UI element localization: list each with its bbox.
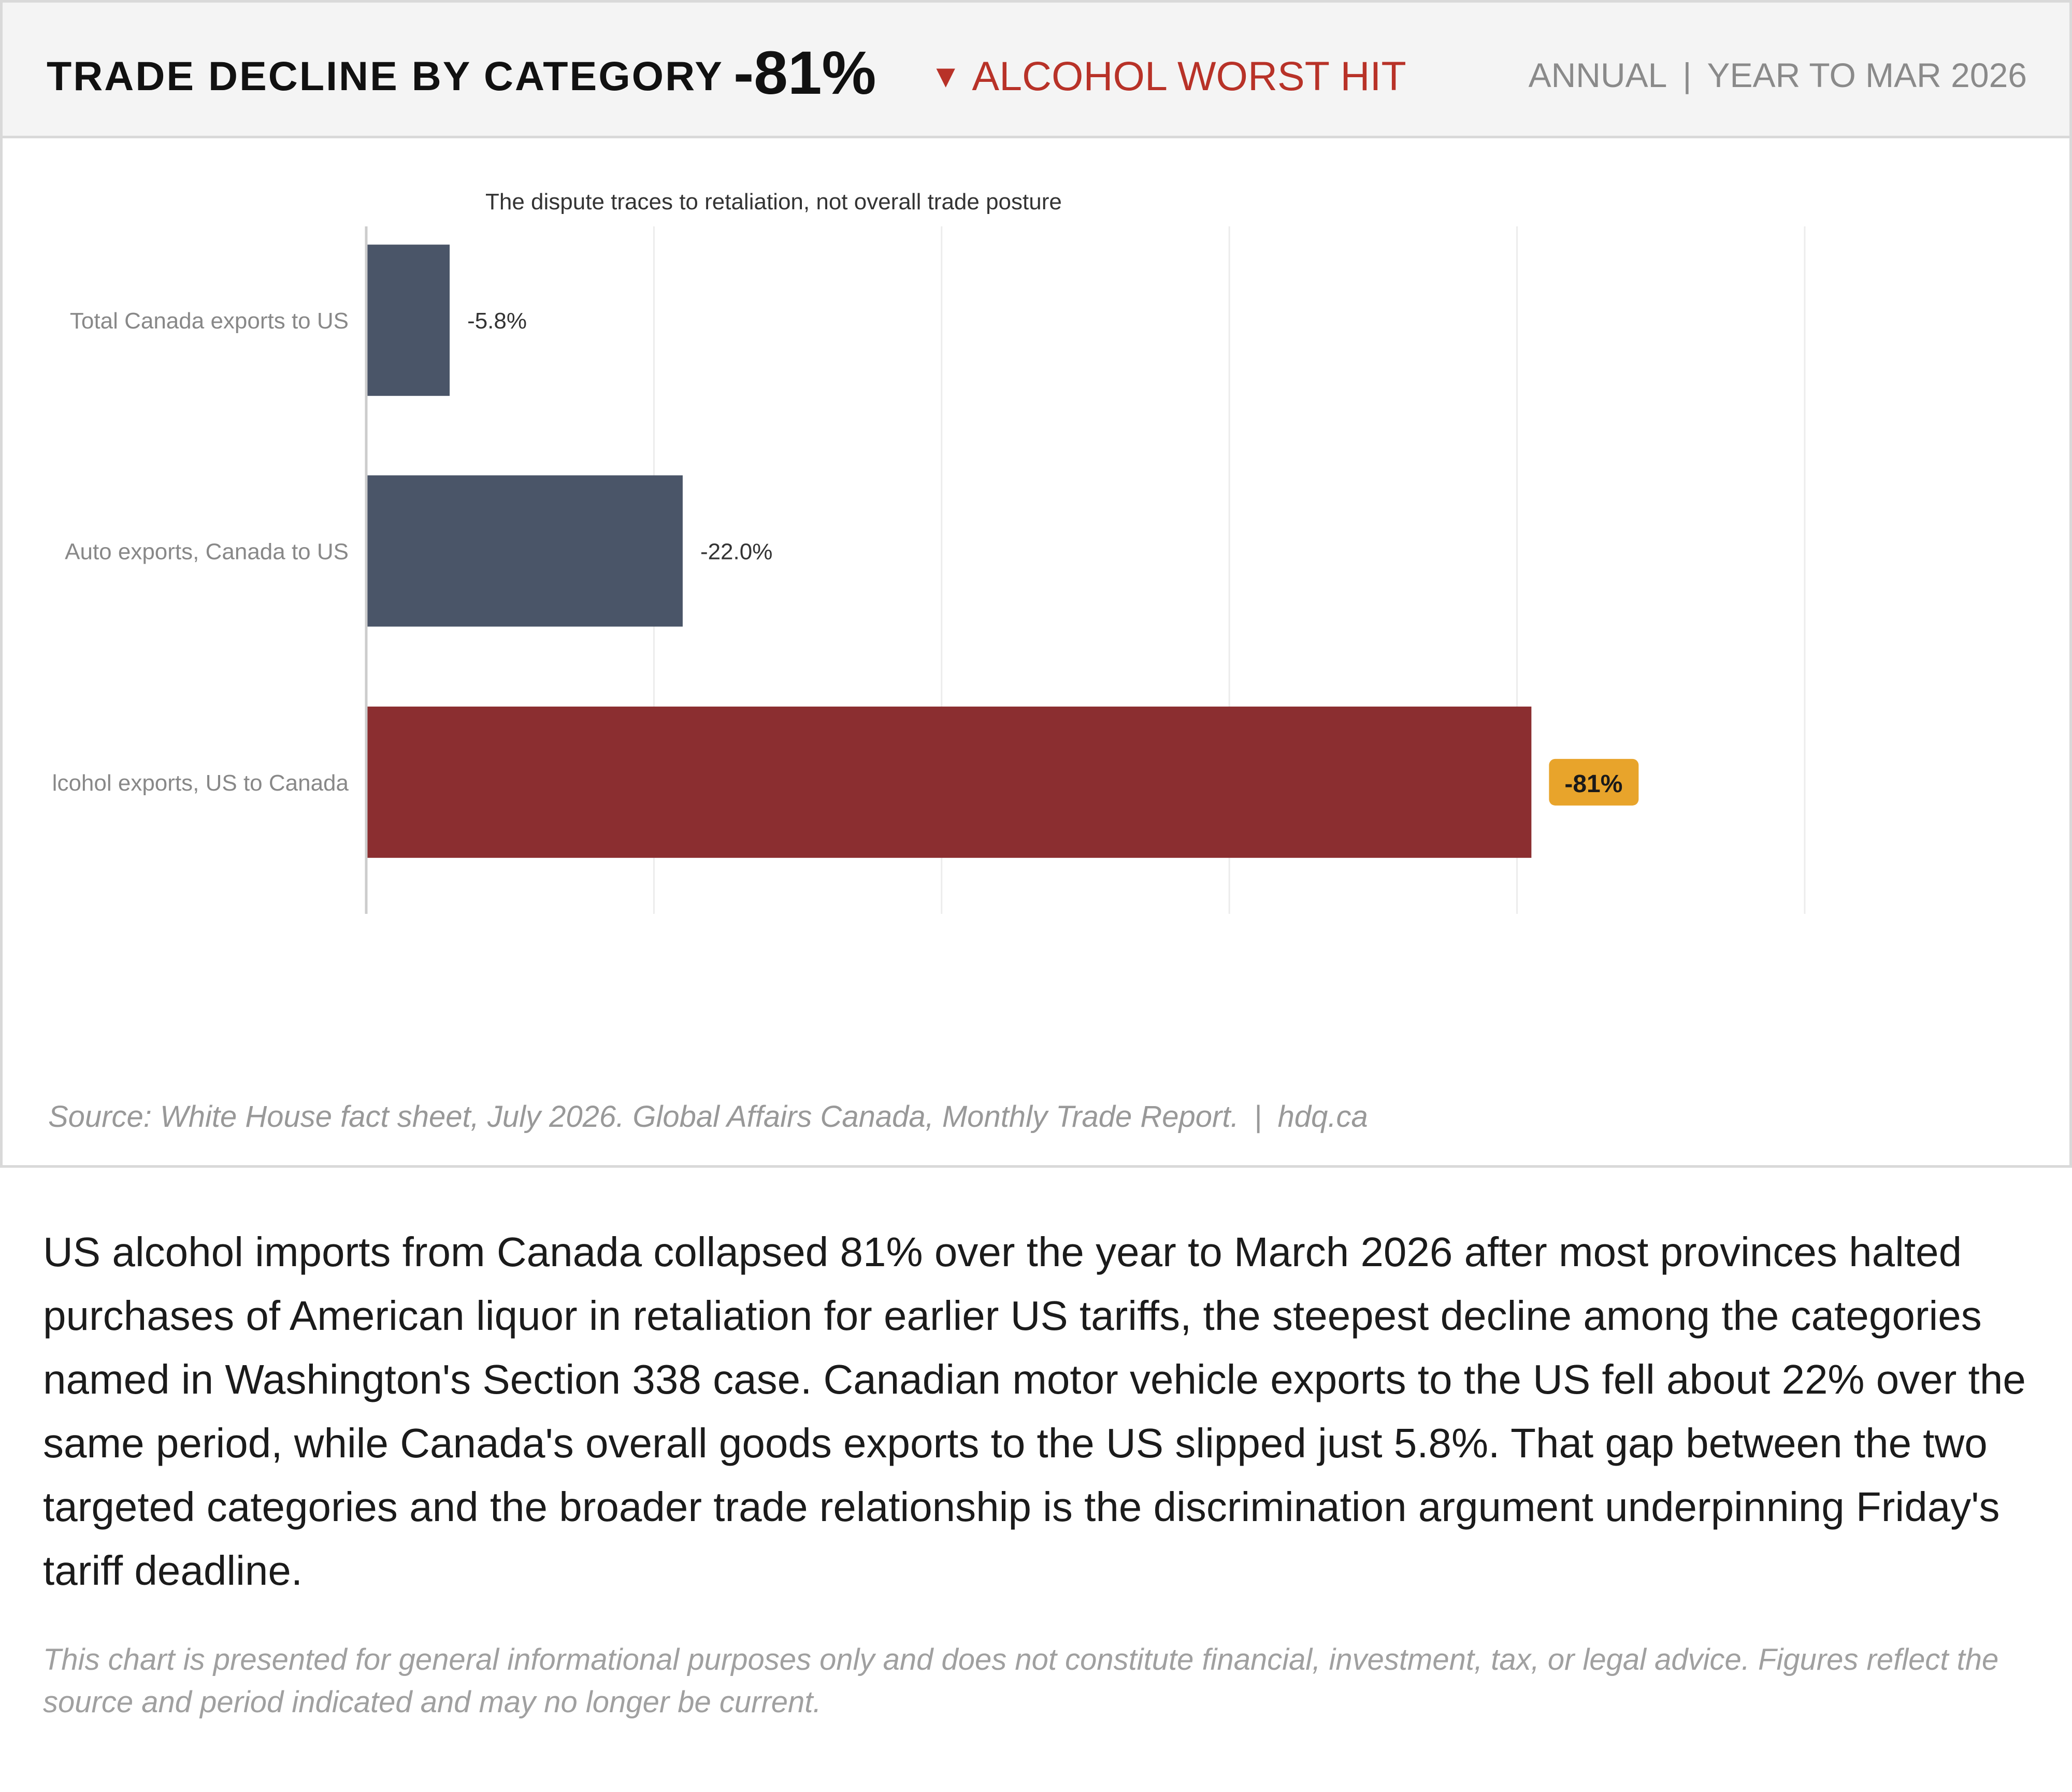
source-text: Source: White House fact sheet, July 202…	[48, 1100, 1239, 1134]
period-text: YEAR TO MAR 2026	[1707, 56, 2027, 94]
source-separator: |	[1254, 1100, 1262, 1134]
value-label: -5.8%	[467, 308, 527, 334]
value-label-badge	[1549, 758, 1639, 806]
down-triangle-icon: ▼	[930, 59, 962, 94]
article-body: US alcohol imports from Canada collapsed…	[43, 1229, 2026, 1594]
chart-title: TRADE DECLINE BY CATEGORY	[47, 53, 724, 99]
bar	[366, 475, 683, 627]
highlight-value-label: -81%	[1549, 758, 1639, 806]
headline-value: -81%	[733, 39, 876, 107]
bar	[366, 245, 450, 396]
category-label: Auto exports, Canada to US	[65, 539, 349, 565]
value-label: -22.0%	[700, 539, 772, 565]
disclaimer: This chart is presented for general info…	[43, 1643, 1999, 1719]
source-note: Source: White House fact sheet, July 202…	[48, 1099, 1368, 1134]
alert-flag-text: ALCOHOL WORST HIT	[972, 53, 1406, 99]
chart-card: TRADE DECLINE BY CATEGORY -81% ▼ ALCOHOL …	[0, 0, 2072, 1168]
chart-subtitle: The dispute traces to retaliation, not o…	[485, 189, 1062, 214]
chart-header: TRADE DECLINE BY CATEGORY -81% ▼ ALCOHOL …	[3, 3, 2069, 138]
source-site: hdq.ca	[1277, 1100, 1368, 1134]
bar	[366, 706, 1532, 858]
period-label: ANNUAL | YEAR TO MAR 2026	[1529, 55, 2027, 95]
category-label: Total Canada exports to US	[70, 308, 349, 334]
category-label: lcohol exports, US to Canada	[52, 770, 349, 796]
value-label: -81%	[1564, 770, 1622, 798]
bar-chart: Total Canada exports to US -5.8% Auto expo…	[52, 226, 1806, 914]
alert-flag: ▼ ALCOHOL WORST HIT	[930, 52, 1406, 100]
period-separator: |	[1682, 56, 1692, 94]
frequency-label: ANNUAL	[1528, 56, 1667, 94]
